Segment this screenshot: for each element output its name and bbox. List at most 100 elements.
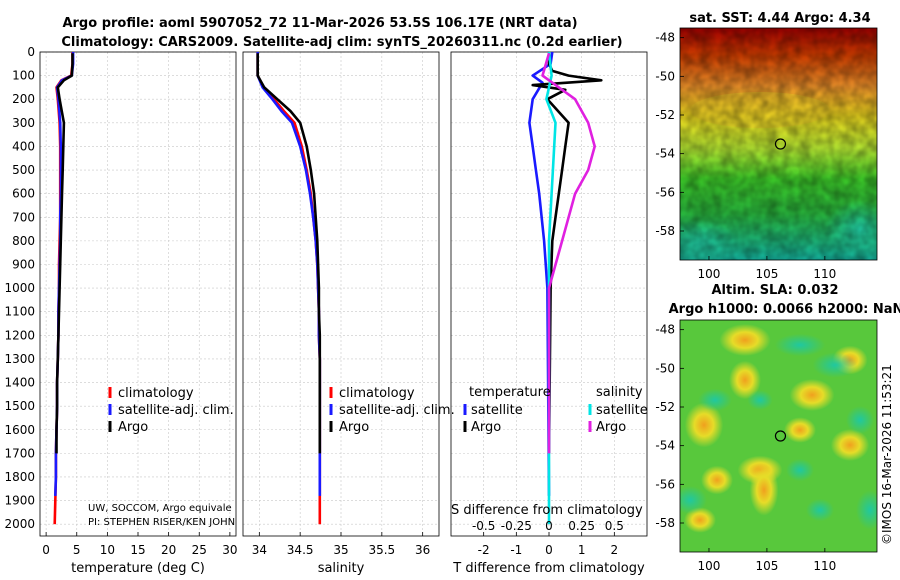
sla-high-blob: [719, 324, 771, 356]
depth-tick-label: 1500: [4, 399, 35, 413]
map-y-tick-label: -48: [655, 323, 675, 337]
x-axis-label: T difference from climatology: [452, 561, 645, 576]
sla-low-blob: [846, 406, 874, 434]
x-tick-label: 0: [42, 543, 50, 557]
depth-tick-label: 200: [12, 92, 35, 106]
sst-heatmap: [680, 28, 877, 260]
depth-tick-label: 1600: [4, 423, 35, 437]
map-x-tick-label: 110: [813, 267, 836, 281]
series-line-s-argo: [541, 52, 596, 454]
map-y-tick-label: -58: [655, 224, 675, 238]
depth-tick-label: 1000: [4, 281, 35, 295]
map-y-tick-label: -50: [655, 69, 675, 83]
map-y-tick-label: -54: [655, 439, 675, 453]
sla-low-blob: [786, 458, 814, 482]
map-x-tick-label: 110: [813, 559, 836, 573]
top-tick-label: 0.25: [568, 519, 595, 533]
x-tick-label: 34: [252, 543, 267, 557]
salinity-panel: 34 34.5 35 35.5 36 salinity climatology satelli…: [242, 51, 455, 576]
x-tick-label: 5: [73, 543, 81, 557]
x-tick-label: -1: [510, 543, 522, 557]
depth-tick-label: 700: [12, 210, 35, 224]
legend-label: Argo: [471, 420, 501, 435]
x-tick-label: 30: [222, 543, 237, 557]
sla-map-title-line1: Altim. SLA: 0.032: [712, 283, 839, 298]
x-axis-label-top: S difference from climatology: [451, 503, 643, 518]
depth-tick-label: 600: [12, 187, 35, 201]
depth-tick-label: 900: [12, 257, 35, 271]
x-tick-label: 20: [161, 543, 176, 557]
x-axis-label: salinity: [318, 561, 365, 576]
x-tick-label: 35.5: [368, 543, 395, 557]
top-tick-label: -0.5: [472, 519, 495, 533]
depth-tick-label: 100: [12, 69, 35, 83]
sst-map-frame: [679, 27, 878, 261]
depth-tick-label: 300: [12, 116, 35, 130]
map-y-tick-label: -52: [655, 400, 675, 414]
x-tick-label: 0: [545, 543, 553, 557]
x-tick-label: 1: [578, 543, 586, 557]
sla-high-blob: [789, 379, 835, 411]
imos-stamp: ©IMOS 16-Mar-2026 11:53:21: [880, 364, 894, 545]
depth-tick-label: 1200: [4, 328, 35, 342]
sst-map-axes: 100 105 110 -48 -50 -52 -54 -56 -58: [655, 31, 836, 281]
x-tick-label: 10: [100, 543, 115, 557]
float-location-marker: [774, 138, 787, 150]
depth-tick-label: 0: [27, 45, 35, 59]
depth-tick-label: 1800: [4, 470, 35, 484]
sst-map-title: sat. SST: 4.44 Argo: 4.34: [689, 11, 870, 26]
map-y-tick-label: -56: [655, 185, 675, 199]
map-x-tick-label: 105: [755, 559, 778, 573]
x-tick-label: 2: [611, 543, 619, 557]
depth-tick-label: 800: [12, 234, 35, 248]
difference-panel: -2 -1 0 1 2 T difference from climatology temp…: [450, 51, 648, 576]
legend-label: satellite: [596, 403, 648, 418]
legend-label: satellite-adj. clim.: [118, 403, 234, 418]
top-tick-label: -0.25: [501, 519, 532, 533]
legend-label: Argo: [118, 420, 148, 435]
depth-tick-label: 1700: [4, 446, 35, 460]
legend-label: Argo: [339, 420, 369, 435]
legend-label: satellite-adj. clim.: [339, 403, 455, 418]
sla-low-blob: [774, 333, 826, 357]
sla-low-blob: [747, 390, 773, 410]
series-line-t-argo: [531, 53, 603, 454]
series-line-satellite-adj-clim-: [256, 52, 322, 496]
top-tick-label: 0: [545, 519, 553, 533]
map-y-tick-label: -56: [655, 477, 675, 491]
depth-tick-label: 1300: [4, 352, 35, 366]
title-line1: Argo profile: aoml 5907052_72 11-Mar-202…: [62, 16, 577, 31]
depth-tick-label: 500: [12, 163, 35, 177]
depth-tick-label: 2000: [4, 517, 35, 531]
depth-tick-label: 1900: [4, 494, 35, 508]
sla-heatmap: [680, 320, 877, 552]
title-line2: Climatology: CARS2009. Satellite-adj cli…: [61, 35, 622, 50]
legend-label: climatology: [118, 386, 194, 401]
x-axis-label: temperature (deg C): [71, 561, 205, 576]
legend-label: satellite: [471, 403, 523, 418]
series-line-t-satellite: [528, 51, 554, 496]
sla-map-frame: [679, 319, 878, 553]
legend-label: Argo: [596, 420, 626, 435]
map-y-tick-label: -48: [655, 31, 675, 45]
map-x-tick-label: 100: [698, 267, 721, 281]
map-x-tick-label: 100: [698, 559, 721, 573]
temperature-panel: 0100200300400500600700800900100011001200…: [4, 45, 237, 576]
sla-high-blob: [729, 360, 761, 400]
x-tick-label: -2: [478, 543, 490, 557]
map-y-tick-label: -52: [655, 108, 675, 122]
depth-tick-label: 400: [12, 139, 35, 153]
map-y-tick-label: -58: [655, 516, 675, 530]
x-tick-label: 15: [130, 543, 145, 557]
sla-high-blob: [684, 402, 724, 448]
sla-low-blob: [680, 486, 707, 514]
map-y-tick-label: -54: [655, 147, 675, 161]
x-tick-label: 25: [192, 543, 207, 557]
map-x-tick-label: 105: [755, 267, 778, 281]
top-tick-label: 0.5: [605, 519, 624, 533]
legend-label: climatology: [339, 386, 415, 401]
depth-tick-label: 1100: [4, 305, 35, 319]
x-tick-label: 36: [415, 543, 430, 557]
